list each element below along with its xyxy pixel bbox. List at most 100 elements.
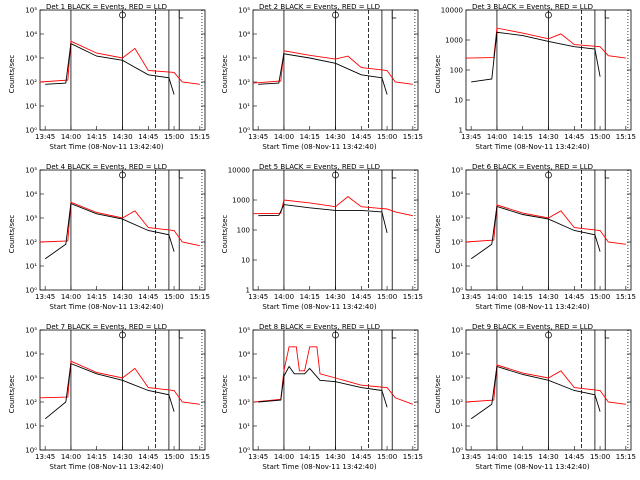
y-tick-label: 10⁵ (238, 7, 250, 15)
x-tick-label: 14:15 (300, 293, 320, 301)
circle-marker (332, 331, 339, 339)
y-axis-label: Counts/sec (221, 54, 229, 94)
detector-panel: 1 10 100 1000 10000 13:45 14:00 14:15 14:30 14:45… (213, 160, 426, 320)
panel-title: Det 5 BLACK = Events, RED = LLD (259, 163, 380, 171)
x-tick-label: 15:15 (190, 293, 210, 301)
x-tick-label: 14:15 (513, 293, 533, 301)
circle-marker (332, 11, 339, 19)
y-tick-label: 10² (451, 239, 463, 247)
flag-marker (391, 10, 397, 19)
y-axis-label: Counts/sec (8, 374, 16, 414)
y-tick-label: 10⁴ (238, 351, 250, 359)
x-tick-label: 14:00 (487, 453, 507, 461)
y-tick-label: 10 (454, 97, 463, 105)
x-tick-label: 15:15 (616, 293, 636, 301)
y-tick-label: 10³ (25, 55, 37, 63)
x-tick-label: 14:00 (61, 293, 81, 301)
y-tick-label: 10⁵ (451, 167, 463, 175)
y-tick-label: 10⁰ (25, 287, 37, 295)
x-tick-label: 14:45 (564, 293, 584, 301)
y-axis-label: Counts/sec (434, 54, 442, 94)
y-tick-label: 100 (450, 67, 463, 75)
series-lld-line (465, 27, 626, 59)
y-axis-label: Counts/sec (434, 374, 442, 414)
series-lld-line (465, 364, 626, 405)
y-tick-label: 100 (237, 227, 250, 235)
y-tick-label: 10³ (25, 215, 37, 223)
plot-svg: 10⁰ 10¹ 10² 10³ 10⁴ 10⁵ 13:45 14:00 14:15 14:30 14… (238, 327, 423, 462)
panel-title: Det 3 BLACK = Events, RED = LLD (472, 3, 593, 11)
x-tick-label: 13:45 (35, 293, 55, 301)
y-tick-label: 10⁴ (25, 191, 37, 199)
x-tick-label: 14:15 (513, 453, 533, 461)
y-axis-label: Counts/sec (221, 214, 229, 254)
circle-marker (119, 11, 126, 19)
y-tick-label: 10¹ (238, 103, 250, 111)
y-tick-label: 10⁵ (25, 327, 37, 335)
y-tick-label: 10000 (441, 7, 463, 15)
series-events-line (44, 362, 175, 420)
x-axis-label: Start Time (08-Nov-11 13:42:40) (262, 143, 377, 151)
y-tick-label: 10⁴ (451, 351, 463, 359)
series-events-line (471, 31, 601, 83)
y-tick-label: 1 (246, 287, 250, 295)
x-axis-label: Start Time (08-Nov-11 13:42:40) (262, 303, 377, 311)
flag-marker (604, 330, 610, 339)
x-axis-label: Start Time (08-Nov-11 13:42:40) (262, 463, 377, 471)
x-tick-label: 14:45 (138, 293, 158, 301)
y-tick-label: 10⁰ (238, 127, 250, 135)
x-tick-label: 15:00 (377, 453, 397, 461)
y-tick-label: 10¹ (451, 263, 463, 271)
x-tick-label: 14:45 (351, 133, 371, 141)
x-tick-label: 13:45 (248, 133, 268, 141)
x-tick-label: 14:30 (112, 133, 132, 141)
x-tick-label: 14:45 (564, 453, 584, 461)
x-tick-label: 13:45 (461, 293, 481, 301)
series-events-line (258, 365, 388, 408)
x-tick-label: 14:30 (112, 453, 132, 461)
panel-title: Det 4 BLACK = Events, RED = LLD (46, 163, 167, 171)
y-tick-label: 10⁰ (238, 447, 250, 455)
circle-marker (545, 11, 552, 19)
detector-panel: 10⁰ 10¹ 10² 10³ 10⁴ 10⁵ 13:45 14:00 14:15 14:30 14… (426, 160, 639, 320)
y-axis-label: Counts/sec (434, 214, 442, 254)
series-lld-line (252, 196, 413, 217)
y-tick-label: 10³ (238, 55, 250, 63)
circle-marker (119, 331, 126, 339)
x-axis-label: Start Time (08-Nov-11 13:42:40) (475, 303, 590, 311)
y-tick-label: 10⁰ (451, 447, 463, 455)
x-tick-label: 14:30 (325, 453, 345, 461)
y-axis-label: Counts/sec (8, 214, 16, 254)
x-tick-label: 15:15 (616, 453, 636, 461)
y-tick-label: 10⁵ (238, 327, 250, 335)
x-tick-label: 14:15 (87, 133, 107, 141)
detector-panel: 10⁰ 10¹ 10² 10³ 10⁴ 10⁵ 13:45 14:00 14:15 14:30 14… (0, 160, 213, 320)
flag-marker (604, 170, 610, 179)
x-tick-label: 14:00 (274, 293, 294, 301)
x-tick-label: 15:00 (164, 453, 184, 461)
x-tick-label: 15:15 (190, 133, 210, 141)
series-events-line (258, 204, 388, 234)
detector-panel: 10⁰ 10¹ 10² 10³ 10⁴ 10⁵ 13:45 14:00 14:15 14:30 14… (0, 0, 213, 160)
x-tick-label: 13:45 (461, 453, 481, 461)
x-tick-label: 13:45 (35, 133, 55, 141)
y-tick-label: 10³ (451, 215, 463, 223)
x-tick-label: 14:00 (487, 133, 507, 141)
detector-panel: 10⁰ 10¹ 10² 10³ 10⁴ 10⁵ 13:45 14:00 14:15 14:30 14… (213, 320, 426, 480)
y-tick-label: 1 (459, 127, 463, 135)
x-tick-label: 14:00 (274, 453, 294, 461)
series-lld-line (465, 204, 626, 245)
detector-panel: 10⁰ 10¹ 10² 10³ 10⁴ 10⁵ 13:45 14:00 14:15 14:30 14… (426, 320, 639, 480)
panel-title: Det 9 BLACK = Events, RED = LLD (472, 323, 593, 331)
flag-marker (178, 10, 184, 19)
panel-title: Det 7 BLACK = Events, RED = LLD (46, 323, 167, 331)
x-tick-label: 14:45 (138, 453, 158, 461)
x-tick-label: 13:45 (248, 453, 268, 461)
plot-svg: 10⁰ 10¹ 10² 10³ 10⁴ 10⁵ 13:45 14:00 14:15 14:30 14… (451, 327, 636, 462)
circle-marker (545, 171, 552, 179)
x-tick-label: 14:15 (513, 133, 533, 141)
y-tick-label: 1000 (445, 37, 463, 45)
y-tick-label: 10³ (451, 375, 463, 383)
y-tick-label: 10 (241, 257, 250, 265)
